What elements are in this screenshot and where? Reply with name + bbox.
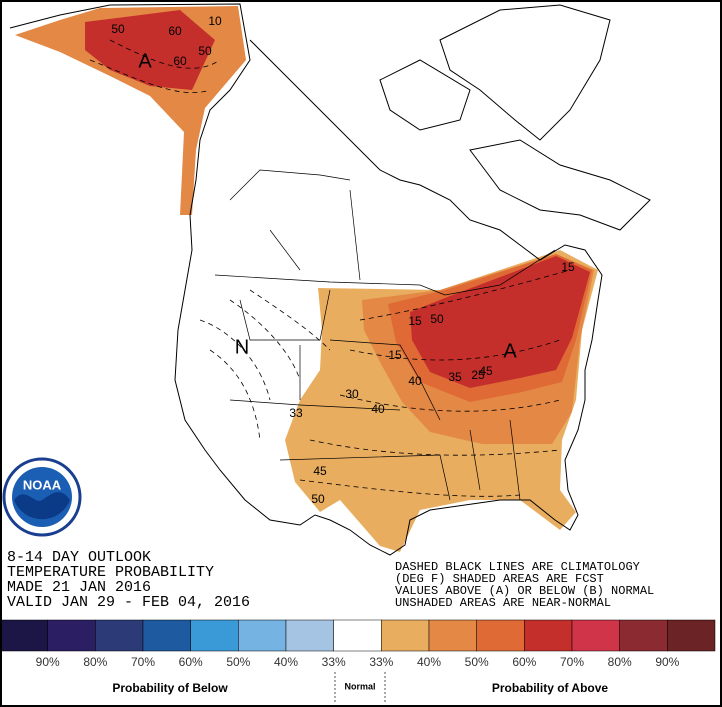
legend-label: 90% [36, 655, 60, 669]
map-label: A [503, 340, 517, 362]
map-label: 15 [561, 260, 575, 274]
legend-label: 50% [465, 655, 489, 669]
map-label: 60 [168, 24, 182, 38]
logo-text: NOAA [23, 477, 62, 492]
below-title: Probability of Below [112, 681, 228, 695]
legend-swatch [142, 619, 191, 652]
header-line: 8-14 DAY OUTLOOK [7, 549, 151, 566]
legend-swatch [476, 619, 525, 652]
header-line: VALID JAN 29 - FEB 04, 2016 [7, 594, 250, 611]
map-label: 15 [388, 348, 402, 362]
map-label: 60 [173, 54, 187, 68]
map-label: 45 [313, 464, 327, 478]
legend-swatch [428, 619, 477, 652]
legend-swatch [0, 619, 48, 652]
legend-swatch [667, 619, 716, 652]
coastlines [9, 3, 651, 556]
legend-swatch [571, 619, 620, 652]
legend: 90% 80% 70% 60% 50% 40% 33% 33% 40% 50% 60% 70% 80% 9… [0, 619, 716, 669]
map-label: N [235, 336, 249, 358]
legend-label: 90% [655, 655, 679, 669]
map-label: 15 [408, 314, 422, 328]
legend-label: 70% [131, 655, 155, 669]
legend-swatch [238, 619, 287, 652]
legend-swatch [333, 619, 382, 652]
legend-swatch [285, 619, 334, 652]
map-label: 10 [208, 14, 222, 28]
legend-label: 60% [512, 655, 536, 669]
map-label: 25 [471, 368, 485, 382]
legend-label: 40% [274, 655, 298, 669]
note-line: VALUES ABOVE (A) OR BELOW (B) NORMAL [395, 584, 654, 598]
legend-swatch [381, 619, 430, 652]
map-label: 50 [198, 44, 212, 58]
legend-label: 40% [417, 655, 441, 669]
legend-label: 33% [322, 655, 346, 669]
map-label: 33 [289, 406, 303, 420]
legend-swatch [190, 619, 239, 652]
legend-label: 50% [226, 655, 250, 669]
legend-label: 33% [369, 655, 393, 669]
note: DASHED BLACK LINES ARE CLIMATOLOGY(DEG F… [395, 560, 654, 610]
legend-label: 70% [560, 655, 584, 669]
legend-swatch [619, 619, 668, 652]
header-line: TEMPERATURE PROBABILITY [7, 564, 214, 581]
map-label: 45 [479, 364, 493, 378]
legend-label: 60% [179, 655, 203, 669]
map-label: 35 [448, 370, 462, 384]
note-line: DASHED BLACK LINES ARE CLIMATOLOGY [395, 560, 640, 574]
map-label: 30 [345, 387, 359, 401]
legend-label: 80% [83, 655, 107, 669]
shading [15, 6, 598, 552]
map-label: 50 [311, 492, 325, 506]
map-label: 40 [371, 402, 385, 416]
map-label: 50 [430, 312, 444, 326]
map-label: 40 [408, 374, 422, 388]
note-line: (DEG F) SHADED AREAS ARE FCST [395, 572, 604, 586]
map-label: A [138, 50, 152, 72]
normal-title: Normal [344, 681, 375, 691]
legend-swatch [47, 619, 96, 652]
legend-swatch [95, 619, 144, 652]
legend-label: 80% [608, 655, 632, 669]
note-line: UNSHADED AREAS ARE NEAR-NORMAL [395, 596, 611, 610]
map-label: 50 [111, 22, 125, 36]
above-title: Probability of Above [492, 681, 609, 695]
legend-swatch [524, 619, 573, 652]
map-labels: 60 50 60 A 10 50 A 15 15 50 35 30 40 33 45 40 45 50 N 25 15 [111, 14, 575, 506]
noaa-logo: NOAA [2, 457, 82, 537]
header-line: MADE 21 JAN 2016 [7, 579, 151, 596]
